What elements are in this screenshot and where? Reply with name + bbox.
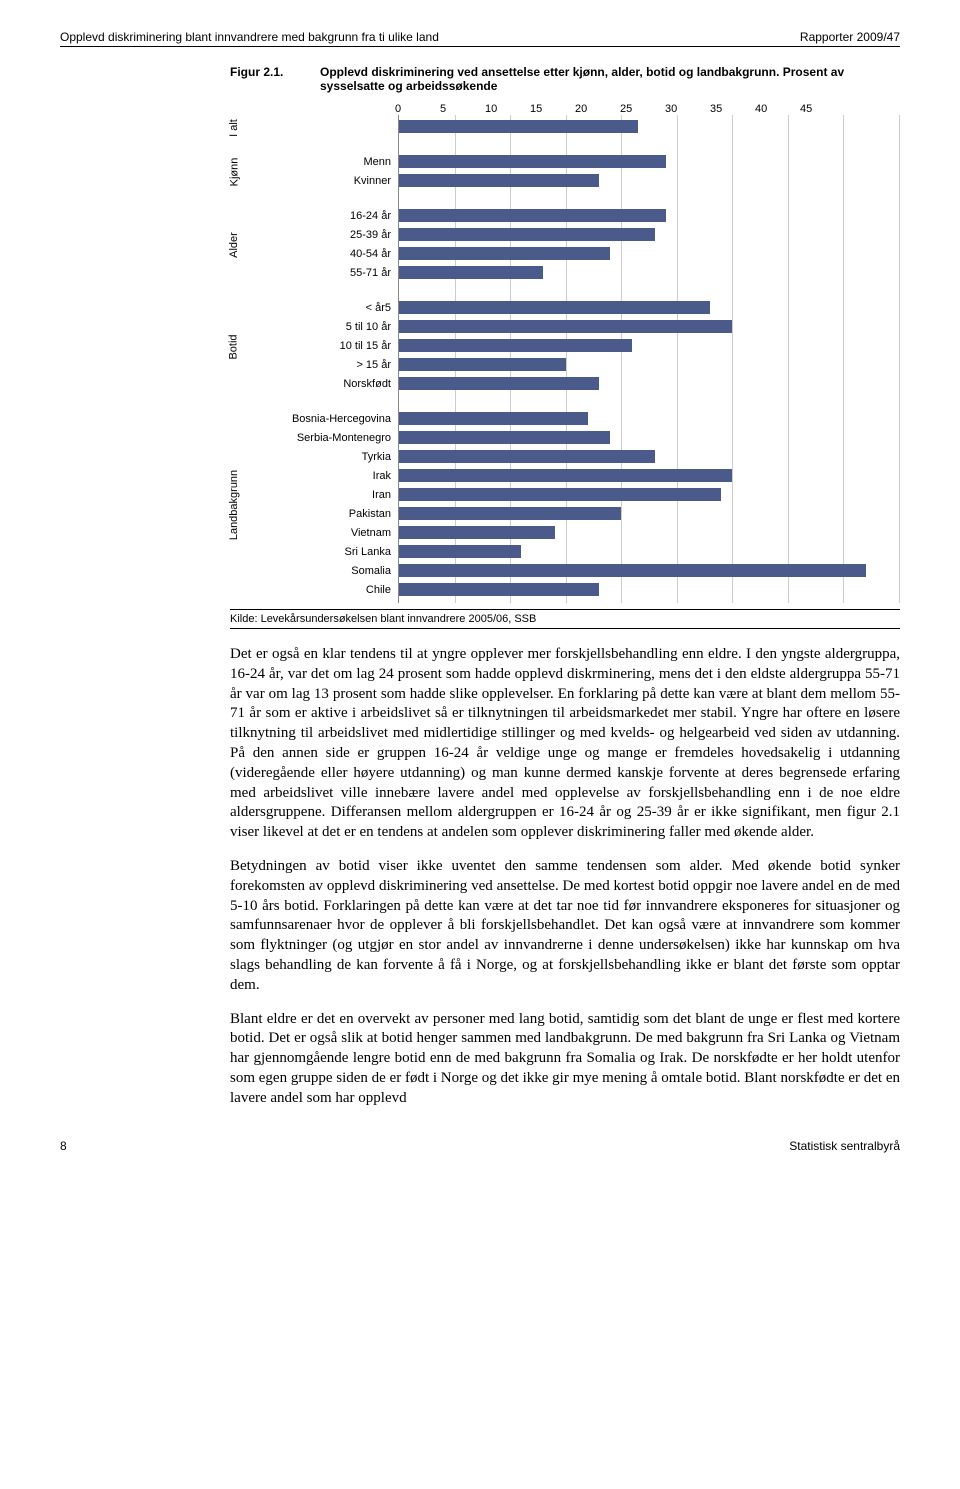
bar [399, 583, 599, 596]
bar [399, 431, 610, 444]
x-tick-label: 15 [530, 103, 580, 115]
paragraph: Det er også en klar tendens til at yngre… [230, 645, 900, 843]
bar [399, 564, 866, 577]
x-tick-label: 30 [665, 103, 715, 115]
row-label: Sri Lanka [241, 546, 395, 558]
row-label: Chile [241, 584, 395, 596]
chart-row: 16-24 år [399, 207, 899, 224]
chart-row: Menn [399, 153, 899, 170]
bar [399, 412, 588, 425]
group-axis-label: I alt [225, 115, 243, 140]
x-tick-label: 10 [485, 103, 535, 115]
x-tick-label: 20 [575, 103, 625, 115]
x-tick-label: 0 [395, 103, 445, 115]
row-label: < år5 [241, 302, 395, 314]
page-footer: 8 Statistisk sentralbyrå [60, 1139, 900, 1153]
body-text: Det er også en klar tendens til at yngre… [230, 645, 900, 1109]
chart-row: 10 til 15 år [399, 337, 899, 354]
chart-row: 40-54 år [399, 245, 899, 262]
plot-area: I altKjønnMennKvinnerAlder16-24 år25-39 … [398, 115, 899, 603]
bar [399, 155, 666, 168]
row-label: Irak [241, 470, 395, 482]
bar [399, 209, 666, 222]
bar [399, 377, 599, 390]
x-tick-label: 40 [755, 103, 805, 115]
figure-caption: Figur 2.1. Opplevd diskriminering ved an… [230, 65, 900, 93]
chart-group: KjønnMennKvinner [399, 150, 899, 194]
chart-row: Serbia-Montenegro [399, 429, 899, 446]
bar [399, 174, 599, 187]
x-tick-label: 35 [710, 103, 760, 115]
chart-row: Pakistan [399, 505, 899, 522]
row-label: 16-24 år [241, 210, 395, 222]
footer-right: Statistisk sentralbyrå [789, 1139, 900, 1153]
bar [399, 320, 732, 333]
bar [399, 120, 638, 133]
chart-group: LandbakgrunnBosnia-HercegovinaSerbia-Mon… [399, 407, 899, 603]
row-label: Kvinner [241, 175, 395, 187]
bar [399, 247, 610, 260]
row-label: Menn [241, 156, 395, 168]
row-label: Pakistan [241, 508, 395, 520]
chart-row [399, 118, 899, 135]
chart-row: Bosnia-Hercegovina [399, 410, 899, 427]
figure-title: Opplevd diskriminering ved ansettelse et… [320, 65, 900, 93]
chart-group: Alder16-24 år25-39 år40-54 år55-71 år [399, 204, 899, 286]
chart-group: I alt [399, 115, 899, 140]
bar-chart: 051015202530354045 I altKjønnMennKvinner… [230, 103, 900, 603]
bar [399, 507, 621, 520]
x-tick-label: 45 [800, 103, 850, 115]
chart-row: 5 til 10 år [399, 318, 899, 335]
bar [399, 266, 543, 279]
bar [399, 469, 732, 482]
figure-number: Figur 2.1. [230, 65, 320, 93]
chart-row: 25-39 år [399, 226, 899, 243]
chart-row: 55-71 år [399, 264, 899, 281]
row-label: Iran [241, 489, 395, 501]
row-label: 55-71 år [241, 267, 395, 279]
row-label: Serbia-Montenegro [241, 432, 395, 444]
row-label: 10 til 15 år [241, 340, 395, 352]
row-label: Bosnia-Hercegovina [241, 413, 395, 425]
chart-row: Irak [399, 467, 899, 484]
page-number: 8 [60, 1139, 67, 1153]
header-left: Opplevd diskriminering blant innvandrere… [60, 30, 439, 44]
x-axis-ticks: 051015202530354045 [398, 103, 898, 115]
row-label: > 15 år [241, 359, 395, 371]
row-label: Tyrkia [241, 451, 395, 463]
row-label: Norskfødt [241, 378, 395, 390]
row-label: 40-54 år [241, 248, 395, 260]
chart-row: Sri Lanka [399, 543, 899, 560]
chart-group: Botid< år55 til 10 år10 til 15 år> 15 år… [399, 296, 899, 397]
chart-row: Iran [399, 486, 899, 503]
bar [399, 450, 655, 463]
bar [399, 301, 710, 314]
paragraph: Betydningen av botid viser ikke uventet … [230, 857, 900, 996]
header-right: Rapporter 2009/47 [800, 30, 900, 44]
chart-row: Kvinner [399, 172, 899, 189]
chart-row: Tyrkia [399, 448, 899, 465]
bar [399, 488, 721, 501]
page-header: Opplevd diskriminering blant innvandrere… [60, 30, 900, 47]
row-label: 5 til 10 år [241, 321, 395, 333]
bar [399, 228, 655, 241]
figure-source: Kilde: Levekårsundersøkelsen blant innva… [230, 609, 900, 629]
bar [399, 526, 555, 539]
chart-row: < år5 [399, 299, 899, 316]
gridline [899, 115, 900, 603]
row-label: 25-39 år [241, 229, 395, 241]
bar [399, 339, 632, 352]
chart-row: Vietnam [399, 524, 899, 541]
paragraph: Blant eldre er det en overvekt av person… [230, 1010, 900, 1109]
bar [399, 358, 566, 371]
bar [399, 545, 521, 558]
row-label: Vietnam [241, 527, 395, 539]
chart-row: Norskfødt [399, 375, 899, 392]
x-tick-label: 5 [440, 103, 490, 115]
chart-row: Chile [399, 581, 899, 598]
chart-row: Somalia [399, 562, 899, 579]
x-tick-label: 25 [620, 103, 670, 115]
chart-row: > 15 år [399, 356, 899, 373]
row-label: Somalia [241, 565, 395, 577]
